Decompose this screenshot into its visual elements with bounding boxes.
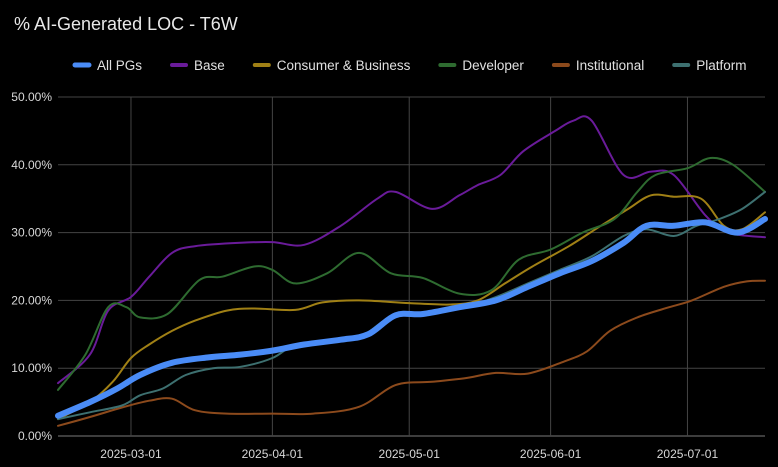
series-line-all-pgs xyxy=(55,216,768,419)
y-tick-label: 50.00% xyxy=(11,90,52,104)
legend-label-institutional: Institutional xyxy=(576,58,644,73)
legend-label-developer: Developer xyxy=(462,58,524,73)
series-line-developer xyxy=(57,156,766,391)
y-tick-label: 20.00% xyxy=(11,293,52,307)
series-line-base xyxy=(57,115,766,385)
series-line-consumer-business xyxy=(57,193,766,421)
y-tick-label: 40.00% xyxy=(11,158,52,172)
x-tick-label: 2025-05-01 xyxy=(379,447,441,461)
legend-label-all-pgs: All PGs xyxy=(97,58,142,73)
y-tick-label: 30.00% xyxy=(11,226,52,240)
y-tick-label: 0.00% xyxy=(18,429,52,443)
legend-label-consumer-business: Consumer & Business xyxy=(277,58,411,73)
y-tick-label: 10.00% xyxy=(11,361,52,375)
legend-label-base: Base xyxy=(194,58,225,73)
series-line-institutional xyxy=(57,279,766,427)
legend-label-platform: Platform xyxy=(696,58,746,73)
chart-title: % AI-Generated LOC - T6W xyxy=(14,14,238,34)
x-tick-label: 2025-06-01 xyxy=(520,447,582,461)
x-tick-label: 2025-07-01 xyxy=(657,447,719,461)
x-tick-label: 2025-04-01 xyxy=(242,447,304,461)
x-tick-label: 2025-03-01 xyxy=(100,447,162,461)
